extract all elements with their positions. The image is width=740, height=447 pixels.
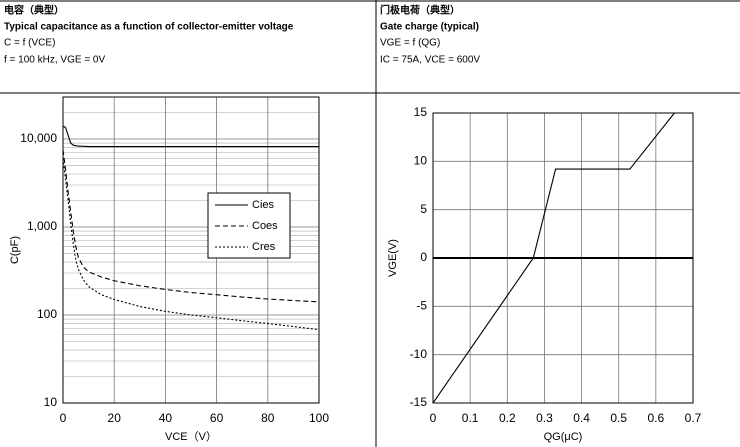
annotation: VGE = f (QG) — [380, 38, 440, 49]
title: 电容（典型） — [4, 4, 64, 17]
data-line — [432, 112, 675, 404]
x-tick-label: 0.7 — [685, 411, 702, 425]
x-axis-label: QG(μC) — [544, 431, 583, 443]
subtitle: Typical capacitance as a function of col… — [4, 22, 294, 33]
y-axis-label: VGE(V) — [387, 239, 399, 277]
x-tick-label: 0 — [430, 411, 437, 425]
x-tick-label: 0.6 — [648, 411, 665, 425]
plot-frame — [432, 112, 694, 404]
annotation: f = 100 kHz, VGE = 0V — [4, 55, 105, 66]
title: 门极电荷（典型） — [380, 4, 460, 17]
annotation: C = f (VCE) — [4, 38, 55, 49]
y-tick-label: -10 — [410, 347, 428, 361]
x-tick-label: 0.3 — [536, 411, 553, 425]
y-tick-label: 5 — [420, 202, 427, 216]
plot-frame — [62, 96, 320, 404]
y-tick-label: -5 — [416, 299, 427, 313]
y-tick-label: 100 — [37, 307, 57, 321]
x-tick-label: 0.1 — [462, 411, 479, 425]
subtitle: Gate charge (typical) — [380, 22, 479, 33]
y-tick-label: 1,000 — [27, 219, 57, 233]
x-tick-label: 0.5 — [610, 411, 627, 425]
x-tick-label: 60 — [210, 411, 224, 425]
legend-label: Cres — [252, 241, 276, 253]
x-tick-label: 40 — [159, 411, 173, 425]
legend — [207, 192, 291, 259]
annotation: IC = 75A, VCE = 600V — [380, 55, 480, 66]
data-line — [62, 125, 319, 148]
legend-label: Coes — [252, 220, 278, 232]
legend-label: Cies — [252, 199, 275, 211]
data-line — [62, 158, 320, 331]
x-axis-label: VCE（V） — [165, 430, 217, 443]
x-tick-label: 80 — [261, 411, 275, 425]
y-tick-label: -15 — [410, 395, 428, 409]
data-line — [62, 149, 320, 303]
y-tick-label: 15 — [414, 105, 428, 119]
y-tick-label: 0 — [420, 250, 427, 264]
x-tick-label: 0.2 — [499, 411, 516, 425]
y-tick-label: 10 — [414, 154, 428, 168]
x-tick-label: 20 — [108, 411, 122, 425]
y-tick-label: 10,000 — [20, 131, 57, 145]
x-tick-label: 0.4 — [573, 411, 590, 425]
x-tick-label: 100 — [309, 411, 329, 425]
x-tick-label: 0 — [60, 411, 67, 425]
y-axis-label: C(pF) — [9, 236, 21, 264]
y-tick-label: 10 — [44, 395, 58, 409]
